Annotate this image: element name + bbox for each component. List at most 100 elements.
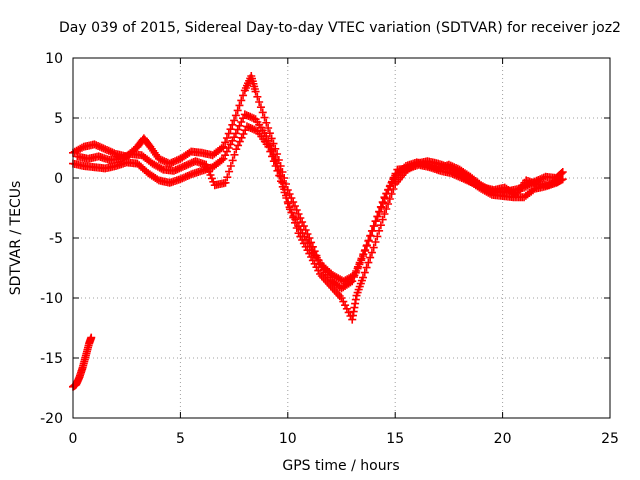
data-point-marker (371, 238, 380, 246)
data-point-marker (280, 188, 289, 197)
x-tick-label: 20 (494, 431, 512, 447)
y-tick-label: -15 (40, 351, 63, 367)
data-point-marker (271, 144, 280, 153)
data-point-marker (258, 108, 267, 117)
data-point-marker (260, 113, 269, 122)
data-point-marker (219, 142, 228, 151)
data-point-marker (223, 173, 232, 182)
data-point-marker (557, 169, 566, 177)
data-point-marker (255, 98, 264, 106)
data-point-marker (337, 294, 346, 302)
data-point-marker (382, 205, 391, 213)
data-point-marker (228, 156, 237, 165)
data-point-marker (221, 178, 230, 187)
y-tick-label: 10 (45, 51, 63, 67)
data-point-marker (233, 106, 242, 115)
data-point-marker (226, 162, 235, 170)
x-axis-label: GPS time / hours (282, 458, 399, 474)
data-point-marker (262, 118, 271, 127)
data-point-marker (269, 157, 278, 166)
data-point-marker (296, 214, 305, 222)
y-tick-label: -20 (40, 411, 63, 427)
data-point-marker (217, 156, 226, 165)
data-point-marker (266, 147, 275, 156)
data-point-marker (228, 120, 237, 129)
data-point-marker (364, 258, 373, 267)
data-point-marker (350, 271, 359, 280)
data-point-marker (239, 130, 248, 138)
y-tick-label: -5 (49, 231, 63, 247)
data-point-marker (360, 268, 369, 277)
data-point-marker (282, 194, 291, 202)
data-point-marker (217, 144, 226, 153)
data-point-marker (361, 246, 370, 254)
data-point-marker (284, 199, 293, 208)
data-point-marker (231, 129, 240, 138)
data-point-marker (292, 206, 301, 214)
data-point-marker (378, 215, 387, 224)
data-point-marker (225, 167, 234, 176)
data-point-marker (352, 267, 361, 275)
x-tick-label: 0 (69, 431, 78, 447)
data-point-marker (366, 253, 375, 262)
data-point-marker (278, 182, 287, 191)
data-point-marker (370, 222, 379, 230)
data-point-marker (231, 111, 240, 120)
data-point-marker (232, 145, 241, 154)
y-tick-label: -10 (40, 291, 63, 307)
data-point-marker (77, 143, 86, 152)
data-point-marker (380, 210, 389, 218)
data-point-marker (375, 208, 384, 216)
y-tick-label: 5 (54, 111, 63, 127)
data-point-marker (276, 177, 285, 186)
data-point-marker (294, 210, 303, 218)
data-point-marker (153, 175, 162, 184)
data-point-marker (157, 164, 166, 173)
x-axis-ticks: 0 5 10 15 20 25 (69, 58, 619, 447)
data-point-marker (529, 186, 538, 195)
series-arc-1 (69, 333, 96, 391)
data-point-marker (509, 189, 518, 198)
x-tick-label: 25 (601, 431, 619, 447)
grid-lines (73, 58, 610, 418)
data-point-marker (554, 176, 563, 185)
data-point-marker (339, 297, 348, 306)
data-point-marker (235, 137, 244, 146)
data-point-marker (230, 133, 239, 142)
data-point-marker (273, 166, 282, 175)
data-point-marker (369, 243, 378, 252)
data-point-marker (375, 226, 384, 235)
data-point-marker (362, 241, 371, 250)
data-point-marker (235, 101, 244, 110)
data-point-marker (224, 129, 233, 138)
data-point-marker (251, 87, 260, 96)
data-point-marker (237, 96, 246, 105)
data-point-marker (239, 91, 248, 100)
data-point-marker (364, 236, 373, 245)
data-point-marker (384, 200, 393, 208)
data-point-marker (366, 231, 375, 240)
data-point-marker (264, 124, 273, 132)
data-point-marker (359, 250, 368, 259)
y-axis-ticks: -20 -15 -10 -5 0 5 10 (40, 51, 610, 427)
data-point-marker (367, 248, 376, 257)
data-point-marker (290, 202, 299, 210)
data-point-marker (264, 142, 273, 151)
x-tick-label: 5 (176, 431, 185, 447)
data-point-marker (348, 272, 357, 281)
data-point-marker (342, 304, 351, 313)
data-point-marker (377, 203, 386, 212)
x-tick-label: 15 (386, 431, 404, 447)
data-point-marker (237, 118, 246, 126)
data-point-marker (376, 221, 385, 230)
data-point-marker (222, 147, 231, 156)
data-point-marker (271, 162, 280, 170)
data-point-marker (355, 258, 364, 267)
data-point-marker (87, 333, 96, 342)
data-point-marker (368, 226, 377, 235)
data-point-marker (256, 103, 265, 112)
data-point-marker (353, 262, 362, 271)
data-point-marker (357, 254, 366, 263)
chart-title: Day 039 of 2015, Sidereal Day-to-day VTE… (59, 20, 621, 36)
data-point-marker (234, 141, 243, 150)
